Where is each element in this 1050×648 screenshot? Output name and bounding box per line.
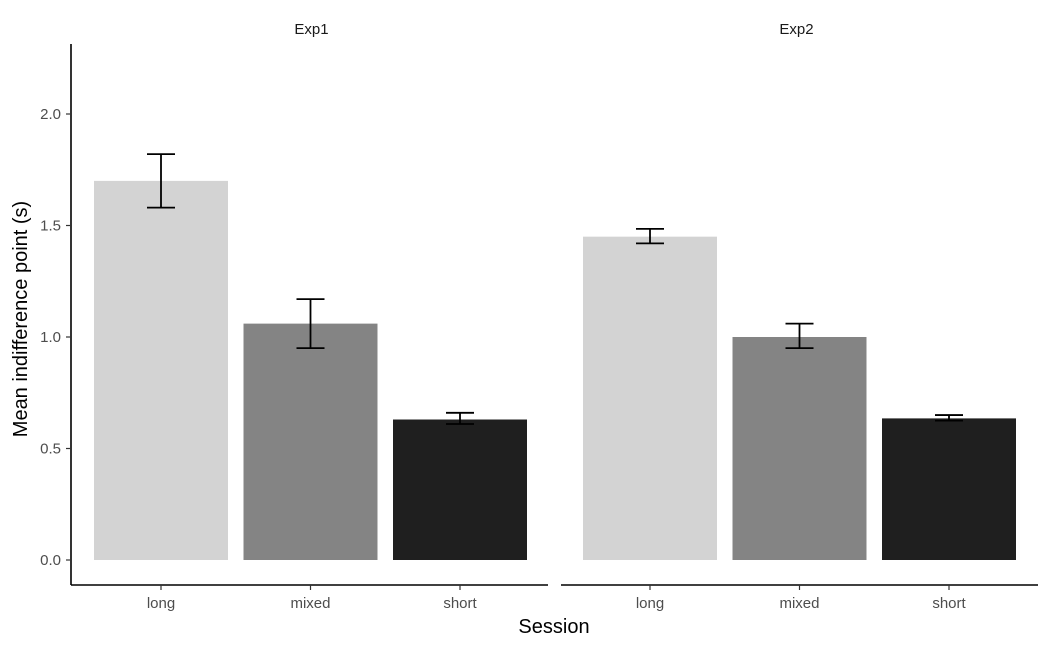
- bar-mixed: [732, 337, 867, 560]
- panel-title: Exp2: [779, 21, 813, 38]
- y-tick-label: 1.0: [40, 329, 61, 346]
- bar-long: [94, 180, 228, 560]
- bar-mixed: [243, 323, 378, 560]
- bar-long: [583, 236, 717, 560]
- x-tick-label: short: [932, 595, 966, 612]
- y-axis-title: Mean indifference point (s): [10, 201, 32, 437]
- x-axis-title: Session: [518, 616, 589, 638]
- panel-title: Exp1: [294, 21, 328, 38]
- x-tick-label: mixed: [290, 595, 330, 612]
- y-tick-label: 0.5: [40, 441, 61, 458]
- y-tick-label: 1.5: [40, 218, 61, 235]
- bar-short: [882, 418, 1016, 560]
- bar-short: [393, 419, 527, 560]
- x-tick-label: mixed: [779, 595, 819, 612]
- x-tick-label: short: [443, 595, 477, 612]
- x-tick-label: long: [147, 595, 175, 612]
- x-tick-label: long: [636, 595, 664, 612]
- y-tick-label: 2.0: [40, 106, 61, 123]
- y-tick-label: 0.0: [40, 552, 61, 569]
